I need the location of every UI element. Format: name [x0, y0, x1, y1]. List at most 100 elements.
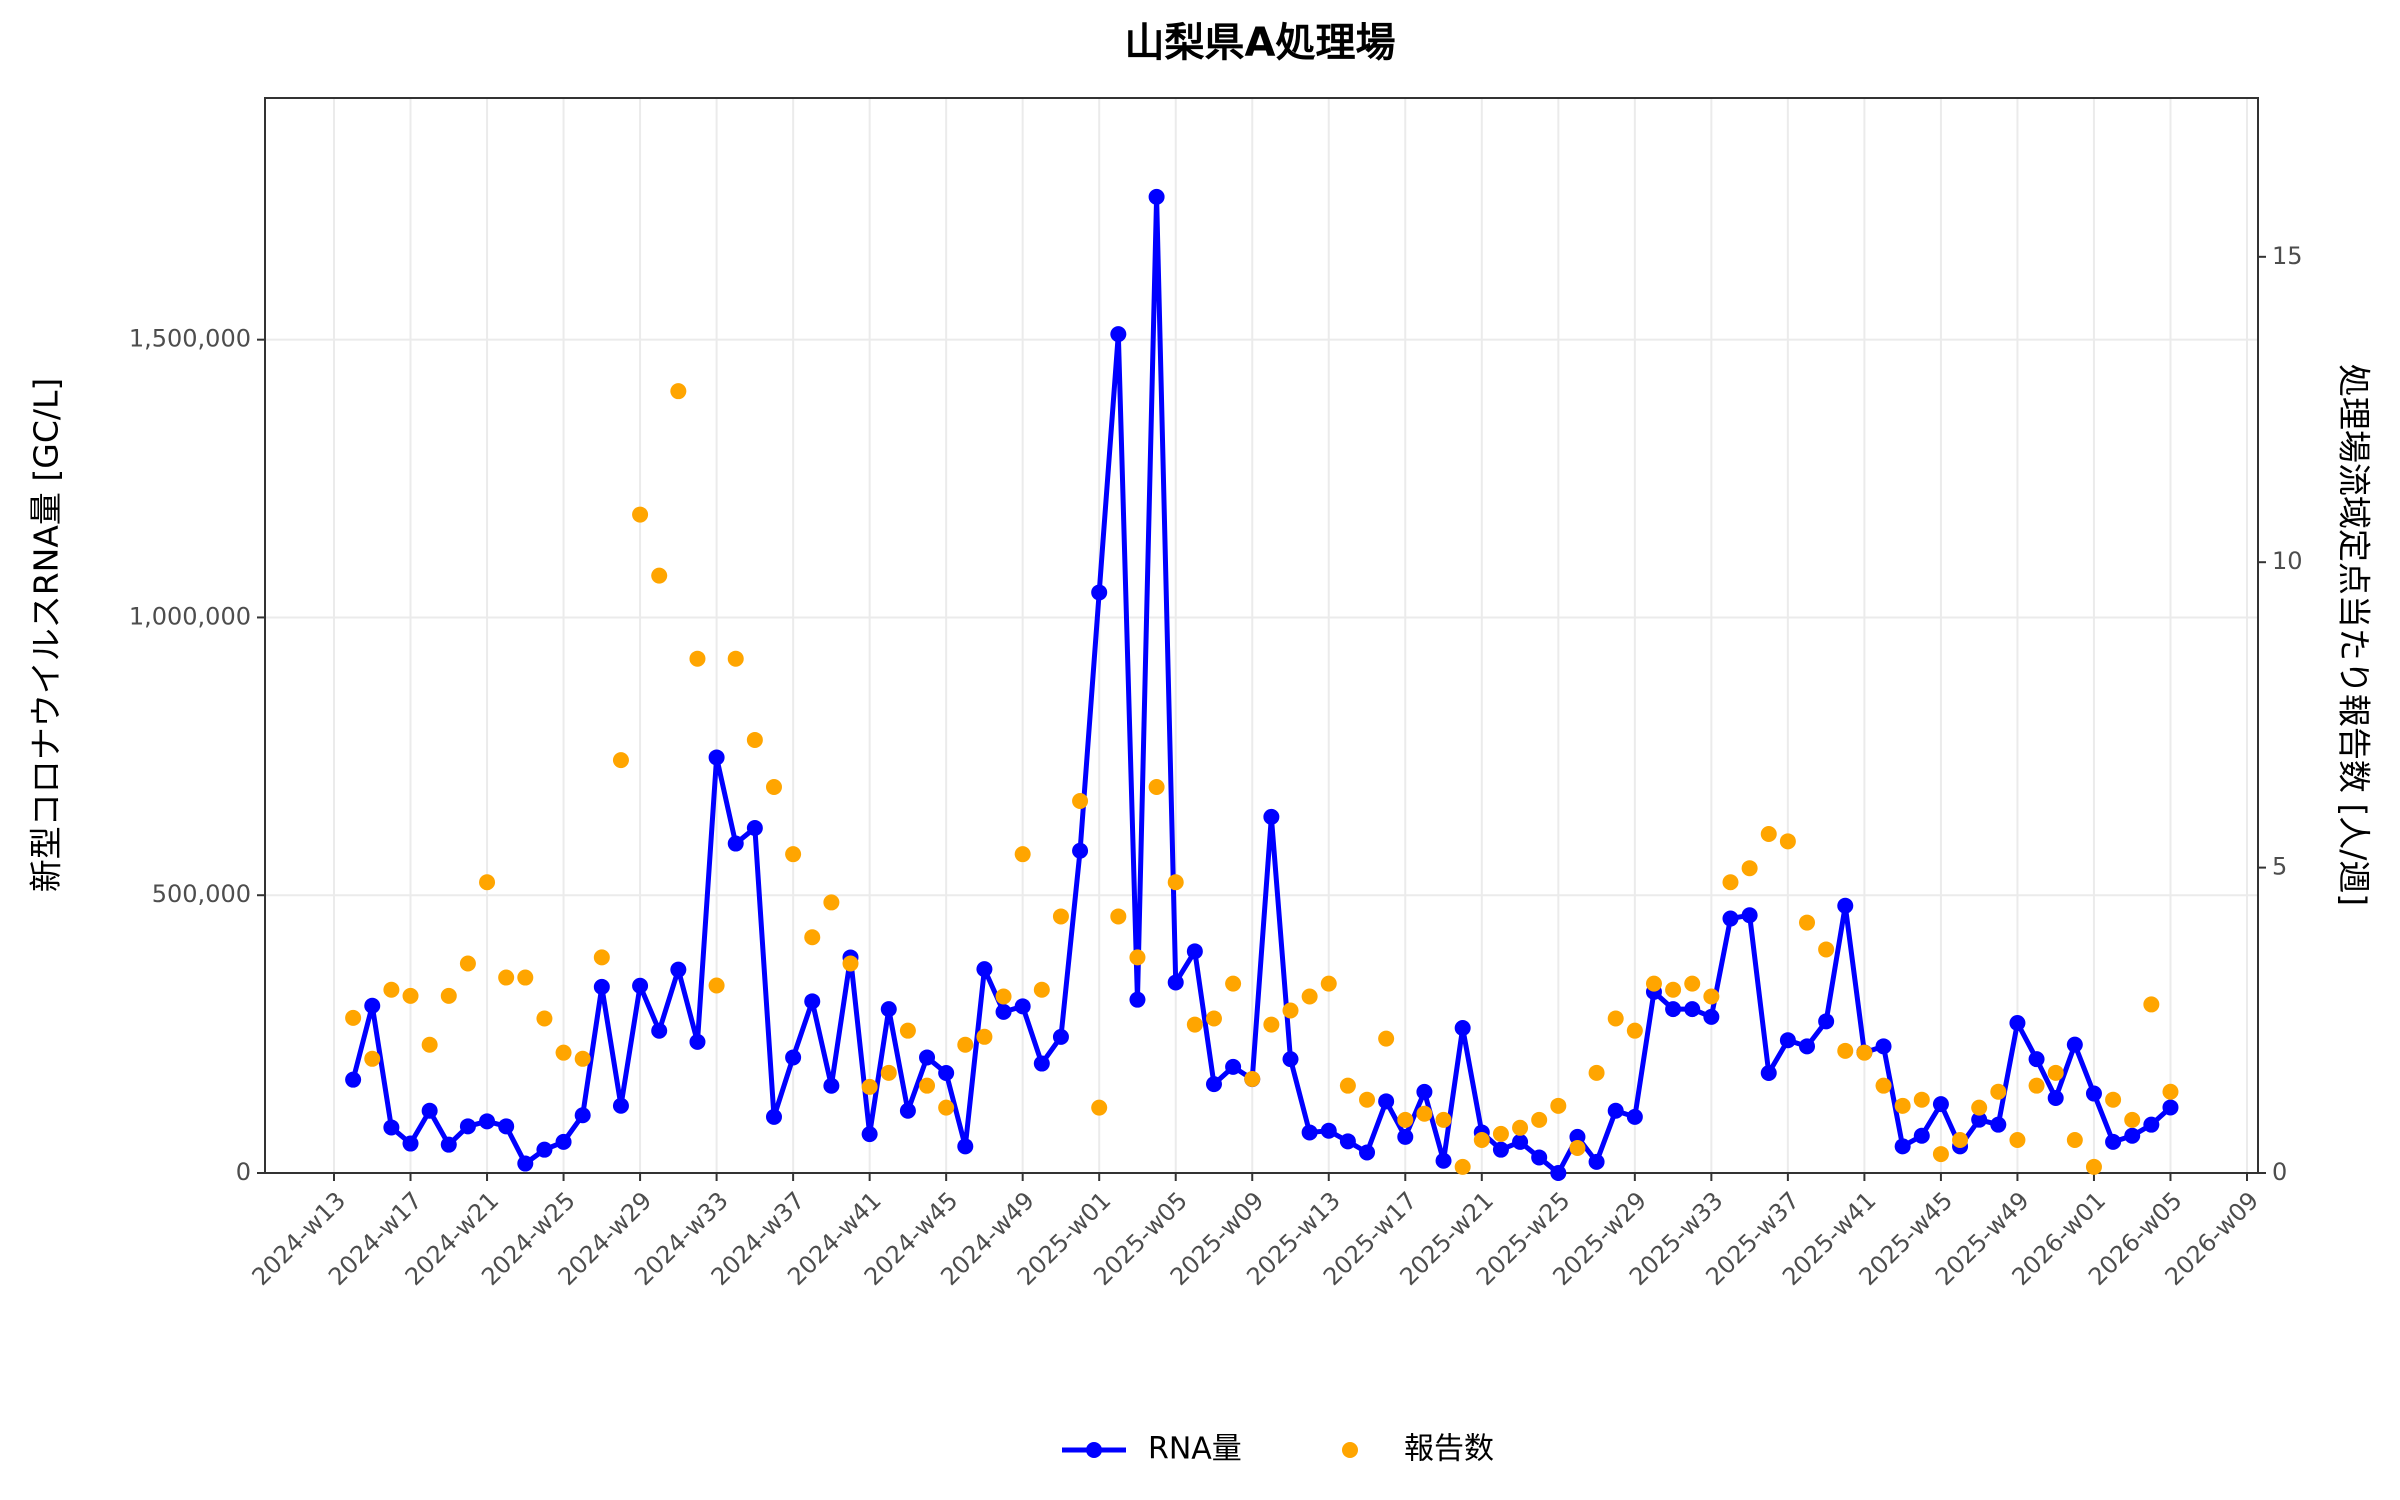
data-point: [1875, 1038, 1892, 1055]
data-point: [1282, 1002, 1299, 1019]
data-point: [498, 1118, 515, 1135]
data-point: [670, 961, 687, 978]
data-point: [1072, 842, 1089, 859]
data-point: [1645, 975, 1662, 992]
data-point: [1473, 1132, 1490, 1149]
data-point: [1416, 1105, 1433, 1122]
legend-item: RNA量: [1062, 1432, 1242, 1467]
data-point: [804, 929, 821, 946]
data-point: [785, 846, 802, 863]
data-point: [1435, 1152, 1452, 1169]
data-point: [1397, 1111, 1414, 1128]
data-point: [1148, 778, 1165, 795]
data-point: [1378, 1030, 1395, 1047]
data-point: [1722, 910, 1739, 927]
data-point: [1244, 1070, 1261, 1087]
data-point: [2105, 1133, 2122, 1150]
data-point: [479, 1113, 496, 1130]
data-point: [957, 1138, 974, 1155]
data-point: [1818, 1013, 1835, 1030]
data-point: [1684, 1001, 1701, 1018]
data-point: [536, 1010, 553, 1027]
data-point: [1588, 1153, 1605, 1170]
data-point: [1072, 793, 1089, 810]
data-point: [1167, 974, 1184, 991]
data-point: [1014, 846, 1031, 863]
data-point: [1454, 1020, 1471, 1036]
data-point: [1607, 1102, 1624, 1119]
data-point: [1512, 1133, 1529, 1150]
data-point: [1225, 975, 1242, 992]
data-point: [1531, 1111, 1548, 1128]
data-point: [1569, 1139, 1586, 1156]
data-point: [1952, 1132, 1969, 1149]
data-point: [632, 977, 649, 994]
data-point: [1971, 1099, 1988, 1116]
data-point: [1894, 1097, 1911, 1114]
data-point: [555, 1044, 572, 1061]
data-point: [1990, 1116, 2007, 1133]
data-point: [1760, 1065, 1777, 1081]
data-point: [938, 1065, 955, 1081]
data-point: [1148, 188, 1165, 205]
data-point: [536, 1141, 553, 1158]
data-point: [1703, 988, 1720, 1005]
data-point: [555, 1133, 572, 1150]
data-point: [746, 820, 763, 836]
legend-label: RNA量: [1148, 1432, 1242, 1467]
y2-tick-label: 10: [2272, 547, 2303, 575]
data-point: [1875, 1077, 1892, 1094]
data-point: [459, 1118, 476, 1135]
data-point: [1282, 1051, 1299, 1068]
data-point: [1225, 1058, 1242, 1075]
data-point: [785, 1049, 802, 1066]
data-point: [1110, 326, 1127, 343]
data-point: [1359, 1144, 1376, 1161]
data-point: [804, 993, 821, 1010]
data-point: [938, 1099, 955, 1116]
y-tick-label: 500,000: [152, 880, 251, 908]
data-point: [1779, 833, 1796, 850]
data-point: [2124, 1111, 2141, 1128]
data-point: [1033, 981, 1050, 998]
data-point: [1052, 1028, 1069, 1045]
data-point: [1741, 907, 1758, 924]
data-point: [1665, 1001, 1682, 1018]
data-point: [1550, 1097, 1567, 1114]
data-point: [1779, 1032, 1796, 1049]
data-point: [459, 955, 476, 972]
data-point: [421, 1102, 438, 1119]
data-point: [593, 978, 610, 995]
data-point: [517, 1155, 534, 1172]
data-point: [1512, 1119, 1529, 1136]
chart-title: 山梨県A処理場: [1125, 20, 1396, 66]
data-point: [1550, 1165, 1567, 1181]
data-point: [612, 1097, 629, 1114]
data-point: [899, 1102, 916, 1119]
data-point: [2143, 1116, 2160, 1133]
data-point: [1205, 1010, 1222, 1027]
data-point: [1722, 874, 1739, 891]
data-point: [861, 1126, 878, 1143]
legend-marker: [1086, 1442, 1102, 1458]
data-point: [1091, 584, 1108, 601]
y-tick-label: 1,500,000: [129, 325, 251, 353]
data-point: [1320, 975, 1337, 992]
data-point: [899, 1022, 916, 1039]
data-point: [1091, 1099, 1108, 1116]
data-point: [440, 1136, 457, 1153]
data-point: [1837, 897, 1854, 914]
data-point: [995, 988, 1012, 1005]
legend-label: 報告数: [1404, 1432, 1494, 1467]
legend-item: 報告数: [1342, 1432, 1494, 1467]
data-point: [1129, 949, 1146, 966]
data-point: [995, 1003, 1012, 1020]
data-point: [651, 1022, 668, 1039]
data-point: [2066, 1036, 2083, 1053]
data-point: [1703, 1008, 1720, 1025]
data-point: [440, 987, 457, 1004]
data-point: [345, 1009, 362, 1026]
data-point: [1301, 988, 1318, 1005]
data-point: [1301, 1124, 1318, 1141]
